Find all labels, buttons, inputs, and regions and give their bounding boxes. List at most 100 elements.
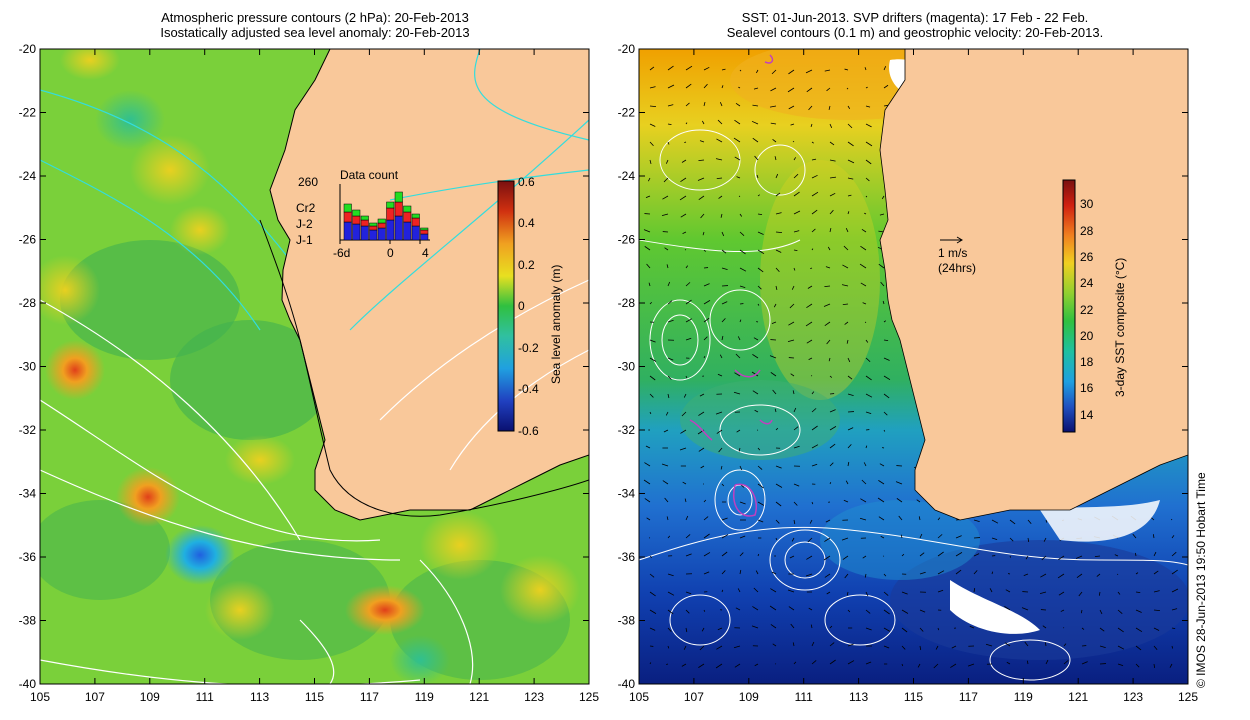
- velocity-arrow: [865, 445, 868, 449]
- velocity-arrow: [865, 357, 871, 363]
- x-tick-label: 125: [1178, 690, 1198, 704]
- velocity-arrow: [829, 227, 832, 233]
- velocity-arrow: [937, 517, 941, 521]
- velocity-arrow: [790, 123, 795, 126]
- velocity-arrow: [793, 661, 797, 665]
- velocity-arrow: [844, 68, 849, 71]
- velocity-arrow: [715, 411, 723, 415]
- dc-tick-0: 0: [387, 246, 394, 260]
- velocity-arrow: [721, 231, 725, 237]
- sst-colorbar-ticks: 30 28 26 24 22 20 18 16 14: [1080, 197, 1094, 422]
- velocity-arrow: [824, 321, 831, 327]
- velocity-arrow: [1135, 663, 1140, 668]
- velocity-arrow: [882, 300, 885, 305]
- velocity-arrow: [1021, 607, 1029, 611]
- velocity-arrow: [843, 499, 849, 503]
- velocity-arrow: [649, 411, 652, 415]
- velocity-arrow: [793, 426, 799, 431]
- velocity-arrow: [1153, 645, 1158, 650]
- velocity-arrow: [721, 570, 726, 575]
- velocity-arrow: [955, 552, 963, 557]
- velocity-arrow: [739, 267, 747, 272]
- velocity-arrow: [770, 372, 777, 377]
- velocity-arrow: [1058, 591, 1065, 596]
- velocity-scale-label: 1 m/s: [938, 246, 967, 260]
- velocity-arrow: [643, 479, 651, 485]
- velocity-arrow: [919, 533, 923, 539]
- velocity-arrow: [883, 320, 887, 323]
- velocity-arrow: [699, 393, 705, 397]
- velocity-arrow: [702, 231, 705, 236]
- velocity-arrow: [771, 69, 777, 75]
- x-tick-label: 109: [140, 690, 160, 704]
- velocity-arrow: [773, 303, 777, 308]
- velocity-arrow: [1057, 573, 1065, 579]
- velocity-arrow: [793, 210, 801, 215]
- velocity-arrow: [717, 373, 723, 377]
- velocity-arrow: [757, 465, 763, 470]
- sla-colorbar-label: Sea level anomaly (m): [549, 265, 563, 384]
- velocity-arrow: [739, 249, 746, 255]
- x-tick-label: 117: [959, 690, 978, 704]
- legend-cr2: Cr2: [296, 201, 316, 215]
- velocity-arrow: [775, 249, 782, 253]
- y-tick-label: -36: [19, 550, 37, 564]
- velocity-arrow: [811, 501, 814, 505]
- velocity-arrow: [735, 607, 741, 611]
- velocity-arrow: [752, 390, 759, 395]
- velocity-arrow: [901, 553, 905, 557]
- velocity-arrow: [757, 519, 764, 523]
- velocity-arrow: [734, 119, 741, 125]
- velocity-arrow: [716, 645, 723, 650]
- velocity-arrow: [697, 177, 705, 181]
- velocity-arrow: [703, 336, 708, 341]
- velocity-arrow: [919, 571, 926, 575]
- velocity-arrow: [753, 587, 759, 593]
- velocity-arrow: [863, 462, 867, 467]
- velocity-arrow: [883, 84, 889, 89]
- velocity-arrow: [991, 571, 994, 575]
- velocity-arrow: [825, 266, 831, 269]
- velocity-arrow: [807, 537, 813, 543]
- velocity-arrow: [985, 643, 993, 647]
- velocity-arrow: [701, 120, 705, 125]
- x-tick-label: 119: [415, 690, 434, 704]
- data-count-bar: [411, 225, 420, 241]
- velocity-arrow: [679, 195, 687, 201]
- y-tick-label: -26: [19, 233, 37, 247]
- velocity-arrow: [645, 445, 651, 449]
- velocity-arrow: [829, 642, 835, 647]
- velocity-arrow: [805, 573, 813, 577]
- right-x-axis: 105 107 109 111 113 115 117 119 121 123 125: [629, 49, 1198, 704]
- velocity-arrow: [1043, 537, 1047, 542]
- velocity-arrow: [772, 643, 777, 647]
- velocity-arrow: [901, 627, 908, 633]
- data-count-bar: [369, 225, 378, 231]
- y-tick-label: -24: [19, 169, 37, 183]
- velocity-arrow: [950, 663, 957, 668]
- velocity-arrow: [900, 534, 903, 539]
- left-title: Atmospheric pressure contours (2 hPa): 2…: [40, 10, 590, 40]
- velocity-arrow: [739, 535, 746, 539]
- velocity-arrow: [683, 645, 687, 650]
- velocity-arrow: [649, 123, 656, 127]
- velocity-arrow: [847, 194, 852, 197]
- credit-text: © IMOS 28-Jun-2013 19:50 Hobart Time: [1194, 472, 1208, 688]
- velocity-arrow: [916, 499, 921, 503]
- velocity-arrow: [680, 429, 687, 434]
- sst-colorbar-label: 3-day SST composite (°C): [1113, 258, 1127, 397]
- velocity-arrow: [649, 609, 657, 614]
- velocity-arrow: [667, 319, 674, 323]
- velocity-arrow: [789, 555, 795, 559]
- velocity-arrow: [1044, 642, 1047, 647]
- velocity-arrow: [824, 69, 831, 72]
- velocity-arrow: [737, 336, 741, 341]
- velocity-arrow: [841, 284, 849, 287]
- velocity-arrow: [721, 85, 724, 89]
- velocity-arrow: [685, 299, 692, 305]
- velocity-arrow: [703, 283, 710, 287]
- velocity-arrow: [973, 587, 976, 593]
- velocity-arrow: [1171, 588, 1179, 593]
- data-count-bar: [411, 213, 420, 219]
- velocity-arrow: [1009, 555, 1012, 558]
